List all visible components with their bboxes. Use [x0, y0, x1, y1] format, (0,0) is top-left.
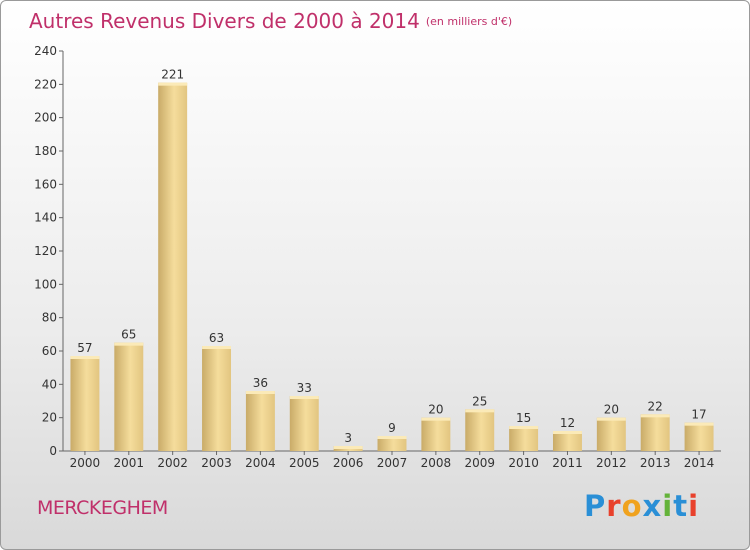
bar-value-label: 25 — [472, 394, 487, 408]
bar-top — [684, 422, 714, 426]
x-tick-label: 2008 — [421, 456, 452, 470]
title-text: Autres Revenus Divers de 2000 à 2014 — [29, 9, 420, 33]
x-tick-label: 2003 — [201, 456, 232, 470]
bar-top — [289, 396, 319, 399]
x-tick-label: 2004 — [245, 456, 276, 470]
bar — [465, 409, 495, 451]
logo-letter: i — [688, 489, 700, 523]
logo-letter: o — [621, 489, 643, 523]
bar-top — [552, 431, 582, 434]
bar — [70, 356, 100, 451]
logo-letter: r — [606, 489, 622, 523]
bar-value-label: 15 — [516, 411, 531, 425]
bar — [289, 396, 319, 451]
chart-title: Autres Revenus Divers de 2000 à 2014 (en … — [29, 9, 512, 33]
bar-top — [421, 417, 451, 421]
bar-top — [114, 342, 144, 346]
bar-top — [640, 414, 670, 418]
y-tick-label: 100 — [34, 277, 57, 291]
bar-value-label: 3 — [344, 431, 352, 445]
x-tick-label: 2010 — [508, 456, 539, 470]
bar-value-label: 17 — [691, 408, 706, 422]
y-tick-label: 200 — [34, 111, 57, 125]
y-tick-label: 240 — [34, 44, 57, 58]
bar-top — [245, 391, 275, 394]
bar — [245, 391, 275, 451]
bar — [202, 346, 232, 451]
y-tick-label: 160 — [34, 177, 57, 191]
bar — [114, 342, 144, 451]
bar-top — [509, 426, 539, 429]
bar — [596, 417, 626, 451]
x-tick-label: 2000 — [70, 456, 101, 470]
x-tick-label: 2011 — [552, 456, 583, 470]
axes: 0 20 40 60 80 100 120 140 160 180 200 220 240 — [34, 44, 721, 458]
x-tick-label: 2002 — [157, 456, 188, 470]
bar-value-label: 57 — [77, 341, 92, 355]
bar — [509, 426, 539, 451]
data-labels: 57 2000 65 2001 221 2002 63 2003 36 2004 33 2005 3 20… — [70, 68, 715, 470]
logo-letter: t — [673, 489, 689, 523]
x-tick-label: 2005 — [289, 456, 320, 470]
x-tick-label: 2007 — [377, 456, 408, 470]
bar-top — [596, 417, 626, 421]
bar-value-label: 65 — [121, 328, 136, 342]
bar-top — [70, 356, 100, 359]
x-tick-label: 2012 — [596, 456, 627, 470]
y-tick-label: 40 — [42, 377, 57, 391]
x-tick-label: 2014 — [684, 456, 715, 470]
bar-value-label: 33 — [297, 381, 312, 395]
bar-top — [333, 446, 363, 449]
logo-letter: i — [662, 489, 674, 523]
bar-value-label: 36 — [253, 376, 268, 390]
bar-value-label: 20 — [604, 403, 619, 417]
title-unit: (en milliers d'€) — [425, 15, 513, 28]
bar-value-label: 63 — [209, 331, 224, 345]
x-tick-label: 2001 — [114, 456, 145, 470]
y-tick-label: 20 — [42, 411, 57, 425]
bar — [552, 431, 582, 451]
y-tick-label: 60 — [42, 344, 57, 358]
logo-letter: x — [642, 489, 663, 523]
bar-top — [202, 346, 232, 349]
y-tick-label: 0 — [49, 444, 57, 458]
x-tick-label: 2013 — [640, 456, 671, 470]
bar — [421, 417, 451, 451]
y-tick-label: 180 — [34, 144, 57, 158]
bar — [377, 436, 407, 451]
bar-value-label: 22 — [648, 399, 663, 413]
y-tick-label: 80 — [42, 311, 57, 325]
bar-value-label: 20 — [428, 403, 443, 417]
x-tick-label: 2006 — [333, 456, 364, 470]
y-tick-label: 220 — [34, 77, 57, 91]
logo-letter: P — [584, 489, 607, 523]
bar — [158, 82, 188, 452]
commune-name: MERCKEGHEM — [37, 497, 168, 519]
bar-top — [158, 82, 188, 86]
x-tick-label: 2009 — [464, 456, 495, 470]
bar — [640, 414, 670, 451]
bar-top — [377, 436, 407, 439]
bar-value-label: 12 — [560, 416, 575, 430]
bar — [684, 422, 714, 451]
bar-top — [465, 409, 495, 413]
bar-value-label: 9 — [388, 421, 396, 435]
proxiti-logo: Proxiti — [584, 489, 699, 523]
bars — [70, 82, 714, 452]
y-tick-label: 120 — [34, 244, 57, 258]
bar-value-label: 221 — [161, 68, 184, 82]
y-tick-label: 140 — [34, 211, 57, 225]
